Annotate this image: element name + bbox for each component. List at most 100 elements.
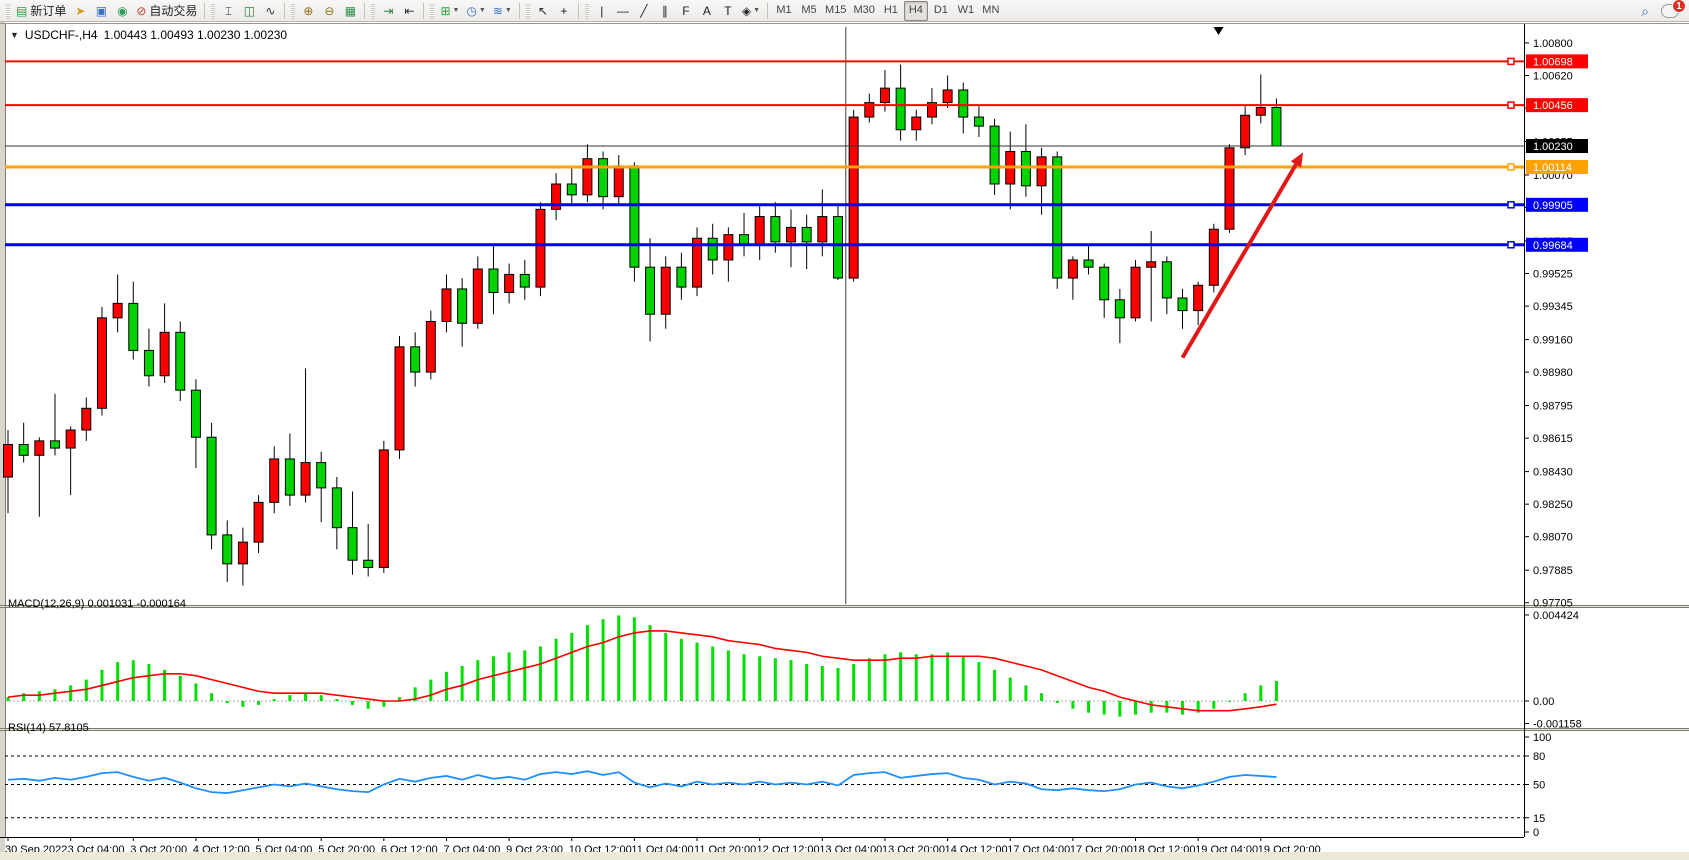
chart-canvas[interactable]: 1.008001.006201.004401.002551.000700.998… — [0, 22, 1689, 860]
chat-button[interactable]: 1 — [1661, 0, 1686, 18]
tile-windows-button[interactable]: ▦ — [340, 1, 360, 21]
candle-body — [1177, 297, 1188, 312]
macd-histogram-bar — [147, 664, 151, 701]
macd-histogram-bar — [1040, 693, 1044, 701]
candle-body — [926, 102, 937, 118]
timeframe-m1-button[interactable]: M1 — [776, 4, 792, 16]
auto-trading-button[interactable]: ⊘ 自动交易 — [133, 1, 200, 21]
trendline-icon: ╱ — [640, 3, 648, 18]
pane-separator[interactable] — [0, 605, 1689, 608]
macd-histogram-bar — [6, 697, 10, 701]
crosshair-icon: + — [560, 3, 568, 18]
zoom-out-button[interactable]: ⊖ — [319, 1, 339, 21]
shapes-tool-button[interactable]: ◈ ▼ — [739, 1, 763, 21]
timeframe-m5-button[interactable]: M5 — [801, 4, 817, 16]
pane-separator[interactable] — [0, 728, 1689, 731]
candle-body — [519, 273, 530, 288]
new-order-button[interactable]: ▤ 新订单 — [13, 1, 69, 21]
price-line-label: 1.00114 — [1533, 162, 1572, 174]
macd-histogram-bar — [852, 664, 856, 701]
bar-chart-button[interactable]: ⌶ — [218, 1, 238, 21]
hline-tool-button[interactable]: — — [613, 1, 633, 21]
chart-collapse-icon[interactable]: ▼ — [10, 30, 19, 40]
candle-body — [1067, 259, 1078, 279]
market-window-button[interactable]: ▣ — [91, 1, 111, 21]
candle-body — [582, 158, 593, 196]
arrow-annotation[interactable] — [1180, 152, 1304, 359]
macd-histogram-bar — [601, 619, 605, 701]
line-anchor-marker[interactable] — [1507, 241, 1515, 249]
line-anchor-marker[interactable] — [1507, 57, 1515, 66]
candle-body — [128, 302, 139, 351]
channel-tool-button[interactable]: ∥ — [655, 1, 675, 21]
chart-shift-marker[interactable] — [1213, 27, 1224, 35]
text-tool-button[interactable]: A — [697, 1, 717, 21]
candle-body — [958, 89, 969, 118]
chart-title: ▼ USDCHF-,H4 1.00443 1.00493 1.00230 1.0… — [10, 28, 287, 42]
candle-body — [1020, 150, 1031, 187]
line-anchor-marker[interactable] — [1507, 163, 1515, 171]
macd-histogram-bar — [1024, 685, 1028, 701]
timeframe-m30-button[interactable]: M30 — [853, 4, 875, 16]
zoom-in-button[interactable]: ⊕ — [298, 1, 318, 21]
candle-body — [786, 226, 796, 243]
period-button[interactable]: ◷ ▼ — [463, 1, 488, 21]
auto-scroll-button[interactable]: ⇥ — [378, 1, 398, 21]
search-button[interactable]: ⌕ — [1635, 1, 1655, 21]
vertical-line-icon: | — [600, 3, 604, 18]
macd-signal-line — [7, 630, 1277, 712]
new-chart-button[interactable]: ⊞ ▼ — [437, 1, 462, 21]
timeframe-m15-button[interactable]: M15 — [825, 4, 847, 16]
macd-histogram-bar — [899, 652, 903, 701]
auto-scroll-icon: ⇥ — [383, 3, 394, 18]
crosshair-button[interactable]: + — [554, 1, 574, 21]
candle-body — [441, 288, 452, 322]
indicators-button[interactable]: ≋ ▼ — [490, 1, 515, 21]
chart-shift-button[interactable]: ⇤ — [399, 1, 419, 21]
rsi-line — [7, 770, 1277, 794]
label-tool-button[interactable]: T — [718, 1, 738, 21]
timeframe-w1-button[interactable]: W1 — [957, 4, 975, 16]
rsi-tick-label: 15 — [1533, 813, 1545, 825]
price-line-label-box — [1526, 159, 1588, 174]
macd-histogram-bar — [351, 701, 355, 705]
macd-histogram-bar — [163, 669, 167, 701]
zoom-out-icon: ⊖ — [324, 3, 335, 18]
cursor-arrow-icon: ↖ — [537, 3, 548, 18]
candle-body — [284, 458, 295, 496]
candlestick-icon: ◫ — [243, 3, 256, 18]
window-icon: ▣ — [95, 3, 108, 18]
timeframe-mn-button[interactable]: MN — [982, 4, 1000, 16]
timeframe-h1-button[interactable]: H1 — [883, 4, 898, 16]
price-tick-label: 0.98980 — [1533, 367, 1573, 379]
vline-tool-button[interactable]: | — [592, 1, 612, 21]
fibo-tool-button[interactable]: F — [676, 1, 696, 21]
timeframe-h4-button[interactable]: H4 — [903, 0, 928, 21]
macd-histogram-bar — [304, 693, 308, 701]
candle-chart-button[interactable]: ◫ — [239, 1, 259, 21]
macd-histogram-bar — [664, 632, 668, 701]
line-chart-button[interactable]: ∿ — [260, 1, 280, 21]
price-tick-label: 0.98615 — [1533, 433, 1573, 445]
macd-histogram-bar — [993, 669, 997, 701]
macd-indicator-label: MACD(12,26,9) 0.001031 -0.000164 — [8, 598, 186, 610]
candle-body — [1208, 228, 1219, 286]
macd-histogram-bar — [1071, 701, 1075, 709]
macd-histogram-bar — [538, 646, 542, 701]
signal-button[interactable]: ◉ — [112, 1, 132, 21]
macd-histogram-bar — [37, 691, 41, 701]
candle-body — [895, 87, 906, 131]
price-tick-label: 0.98070 — [1533, 532, 1573, 544]
zoom-in-icon: ⊕ — [303, 3, 314, 18]
trendline-tool-button[interactable]: ╱ — [634, 1, 654, 21]
line-anchor-marker[interactable] — [1507, 201, 1515, 209]
macd-histogram-bar — [1055, 701, 1059, 703]
line-chart-icon: ∿ — [265, 3, 276, 18]
candle-body — [535, 208, 546, 288]
timeframe-d1-button[interactable]: D1 — [933, 4, 948, 16]
candle-body — [347, 527, 358, 561]
macd-histogram-bar — [836, 667, 840, 701]
line-anchor-marker[interactable] — [1507, 101, 1515, 109]
cursor-button[interactable]: ↖ — [533, 1, 553, 21]
pointer-tool-button[interactable]: ➤ — [70, 1, 90, 21]
